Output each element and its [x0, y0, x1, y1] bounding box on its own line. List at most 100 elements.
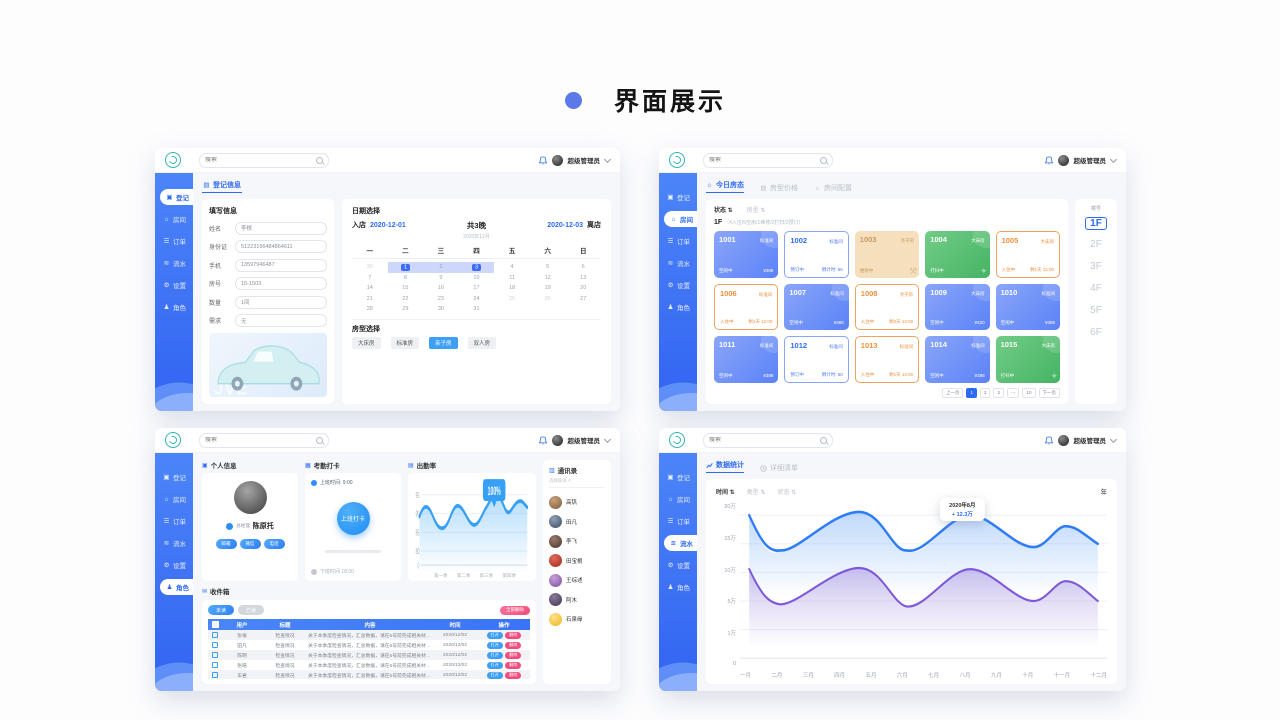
sidebar-item[interactable]: ⌂ 房间: [659, 491, 697, 507]
calendar-day[interactable]: 2: [423, 262, 459, 273]
calendar-day[interactable]: 9: [423, 273, 459, 284]
room-card[interactable]: 1015 大床房 ✦ 打扫中: [995, 336, 1060, 383]
calendar-day[interactable]: 30: [352, 262, 388, 273]
punch-in-button[interactable]: 上班打卡: [336, 501, 370, 535]
admin-label[interactable]: 超级管理员: [567, 438, 601, 445]
field-input[interactable]: 13597946487: [235, 258, 327, 272]
sidebar-item[interactable]: ⌂ 房间: [155, 491, 193, 507]
floor-option[interactable]: 1F: [1085, 217, 1107, 230]
checkin-date[interactable]: 2020-12-01: [370, 221, 406, 229]
filter-sort[interactable]: 时间 ⇅: [716, 489, 735, 496]
calendar-day[interactable]: 29: [388, 304, 424, 315]
mail-row[interactable]: 张根 检查情况 关于本季度检查情况，汇总数据，请在5号前完成相关材料对比清单… …: [208, 630, 530, 640]
room-card[interactable]: 1005 大床房 入住中 剩1天 12:00: [995, 231, 1060, 278]
filter-sort[interactable]: 类型 ⇅: [746, 489, 766, 496]
open-button[interactable]: 打开: [486, 671, 503, 679]
room-card[interactable]: 1014 标准间 空闲中 ¥388: [925, 336, 990, 383]
tab-detail-list[interactable]: 详细清单: [760, 463, 798, 473]
field-input[interactable]: 李根: [235, 221, 327, 235]
contact-button[interactable]: 微信: [239, 539, 261, 549]
contacts-hint[interactable]: 选择联系人: [549, 478, 605, 488]
mail-row[interactable]: 车君 检查情况 关于本季度检查情况，汇总数据，请在5号前完成相关材料对比清单… …: [208, 670, 530, 679]
calendar-day[interactable]: 17: [459, 283, 495, 294]
field-input[interactable]: 51223156484864611: [235, 240, 327, 253]
sidebar-item[interactable]: ≋ 流水: [659, 255, 697, 271]
bell-icon[interactable]: [1044, 435, 1053, 445]
sidebar-item[interactable]: ≋ 流水: [155, 535, 193, 551]
sidebar-item[interactable]: ⌂ 房间: [155, 211, 193, 227]
contact-item[interactable]: 田凡: [549, 515, 605, 528]
user-avatar[interactable]: [1057, 434, 1069, 446]
user-avatar[interactable]: [1057, 154, 1069, 166]
calendar-day[interactable]: 4: [494, 262, 530, 273]
delete-button[interactable]: 删除: [505, 641, 522, 649]
contact-item[interactable]: 田宝根: [549, 554, 605, 567]
sidebar-item[interactable]: ♟ 角色: [659, 579, 697, 595]
room-type-chip[interactable]: 亲子房: [429, 336, 458, 349]
contact-item[interactable]: 石泉缘: [549, 612, 605, 626]
calendar-day[interactable]: 16: [423, 283, 459, 294]
row-checkbox[interactable]: [211, 641, 219, 649]
page-number[interactable]: 2: [979, 388, 991, 398]
sidebar-item[interactable]: ⌂ 房间: [664, 211, 697, 227]
room-card[interactable]: 1013 标准间 入住中 剩1天 12:00: [854, 336, 920, 383]
calendar-day[interactable]: 3: [458, 262, 495, 273]
calendar-day[interactable]: 6: [565, 262, 601, 273]
admin-label[interactable]: 超级管理员: [1073, 158, 1107, 165]
calendar-day[interactable]: 28: [352, 304, 388, 315]
calendar-day[interactable]: 26: [530, 294, 566, 305]
floor-option[interactable]: 2F: [1090, 238, 1102, 250]
year-toggle[interactable]: 年: [1100, 489, 1108, 496]
user-avatar[interactable]: [551, 154, 563, 166]
calendar-day[interactable]: [494, 304, 530, 315]
floor-option[interactable]: 4F: [1090, 282, 1102, 294]
sidebar-item[interactable]: ≋ 流水: [664, 535, 697, 551]
field-input[interactable]: 1间: [235, 295, 327, 309]
room-card[interactable]: 1007 标准间 空闲中 ¥388: [784, 283, 849, 331]
filter-sort[interactable]: 状态 ⇅: [777, 489, 797, 496]
mail-row[interactable]: 张皓 检查情况 关于本季度检查情况，汇总数据，请在5号前完成相关材料对比清单… …: [208, 660, 530, 670]
calendar-day[interactable]: 13: [565, 273, 601, 284]
contact-button[interactable]: 电话: [263, 539, 285, 549]
room-card[interactable]: 1012 标准间 预订中 倒计时: 60: [784, 336, 849, 383]
sidebar-item[interactable]: ☰ 订单: [155, 233, 193, 249]
page-number[interactable]: ⋯: [1006, 388, 1020, 398]
calendar-day[interactable]: 18: [494, 283, 530, 294]
prev-page-button[interactable]: 上一页: [941, 388, 964, 398]
contact-button[interactable]: 邮箱: [215, 539, 237, 549]
open-button[interactable]: 打开: [486, 661, 503, 669]
read-button[interactable]: 已读: [238, 605, 265, 615]
user-avatar[interactable]: [551, 434, 563, 446]
row-checkbox[interactable]: [211, 631, 219, 639]
contact-item[interactable]: 高钒: [549, 495, 605, 509]
page-number[interactable]: 3: [993, 388, 1004, 398]
calendar-day[interactable]: 23: [423, 294, 459, 305]
contact-item[interactable]: 王综述: [549, 573, 605, 587]
calendar-day[interactable]: 1: [387, 262, 424, 273]
calendar-day[interactable]: 10: [459, 273, 495, 284]
tab-statistics[interactable]: 数据统计: [706, 460, 744, 473]
tab[interactable]: ⌂ 房间配置: [814, 183, 852, 193]
sidebar-item[interactable]: ⚙ 设置: [155, 557, 193, 573]
checkout-date[interactable]: 2020-12-03: [547, 221, 583, 229]
floor-option[interactable]: 3F: [1090, 260, 1102, 272]
room-type-chip[interactable]: 大床房: [352, 336, 381, 349]
calendar-day[interactable]: 21: [352, 294, 388, 305]
sidebar-item[interactable]: ☰ 订单: [659, 513, 697, 529]
contact-item[interactable]: 阿木: [549, 593, 605, 606]
calendar-day[interactable]: 5: [530, 262, 566, 273]
sidebar-item[interactable]: ▣ 登记: [659, 189, 697, 205]
bell-icon[interactable]: [538, 155, 547, 165]
search-input[interactable]: [709, 157, 816, 163]
sidebar-item[interactable]: ♟ 角色: [155, 299, 193, 315]
calendar-day[interactable]: 7: [352, 273, 388, 284]
calendar-day[interactable]: 31: [459, 304, 495, 315]
sidebar-item[interactable]: ▣ 登记: [659, 469, 697, 485]
chevron-down-icon[interactable]: [1109, 435, 1118, 443]
sidebar-item[interactable]: ≋ 流水: [155, 255, 193, 271]
room-card[interactable]: 1008 亲子房 入住中 剩2天 12:00: [854, 283, 920, 331]
calendar-day[interactable]: 15: [388, 283, 424, 294]
calendar-day[interactable]: 24: [459, 294, 495, 305]
delete-button[interactable]: 删除: [505, 671, 522, 679]
sidebar-item[interactable]: ☰ 订单: [659, 233, 697, 249]
